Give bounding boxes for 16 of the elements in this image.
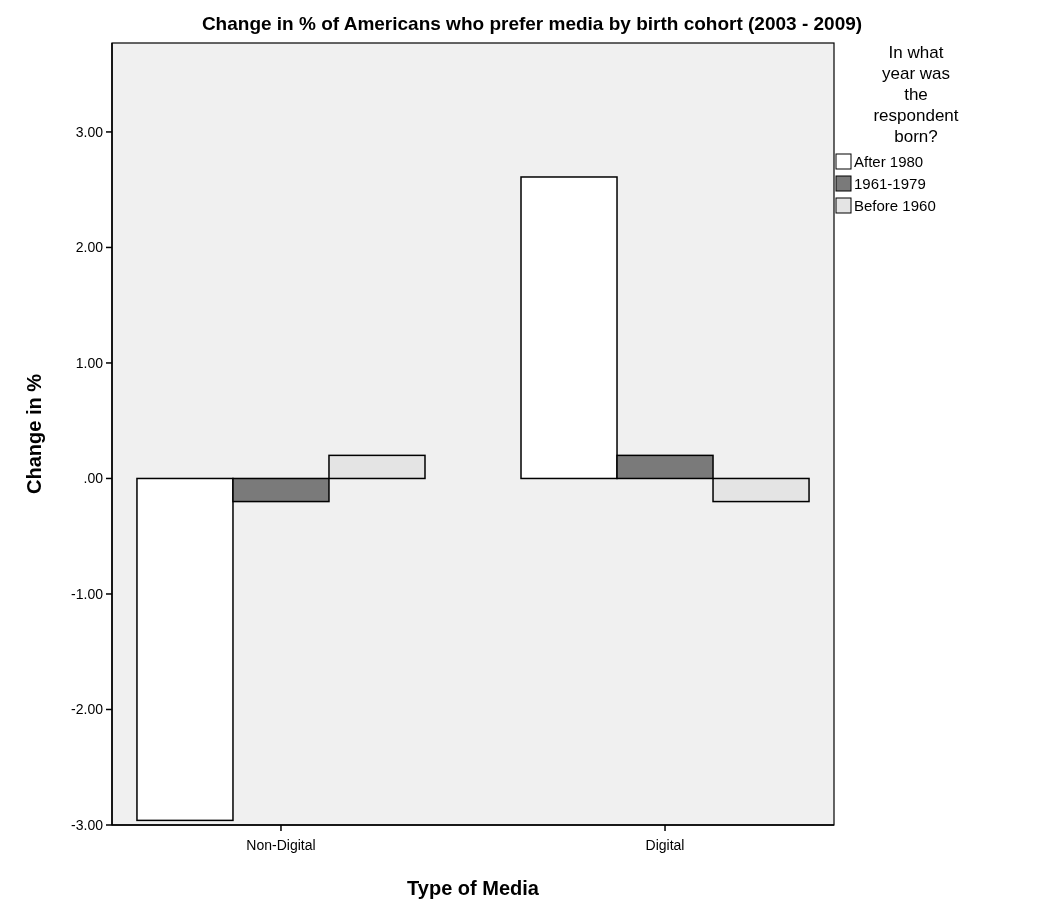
y-axis-title: Change in % <box>23 373 45 495</box>
chart-title: Change in % of Americans who prefer media by birth cohort (2003 - 2009) <box>201 13 863 34</box>
y-tick-label: 1.00 <box>75 354 104 371</box>
y-tick-label: -2.00 <box>71 701 104 718</box>
x-tick-label: Non-Digital <box>246 837 316 853</box>
y-tick-label: .00 <box>83 470 104 487</box>
legend-label: Before 1960 <box>854 197 936 214</box>
legend-label: After 1980 <box>854 153 924 170</box>
y-tick-label: 2.00 <box>75 239 104 256</box>
y-tick-label: -1.00 <box>71 585 104 602</box>
legend-label: 1961-1979 <box>854 175 926 192</box>
y-tick-label: -3.00 <box>71 816 104 833</box>
x-tick-label: Digital <box>645 837 685 853</box>
legend-title: In what year was the respondent born? <box>873 43 959 146</box>
x-axis-title: Type of Media <box>407 877 540 899</box>
y-tick-label: 3.00 <box>75 123 104 140</box>
